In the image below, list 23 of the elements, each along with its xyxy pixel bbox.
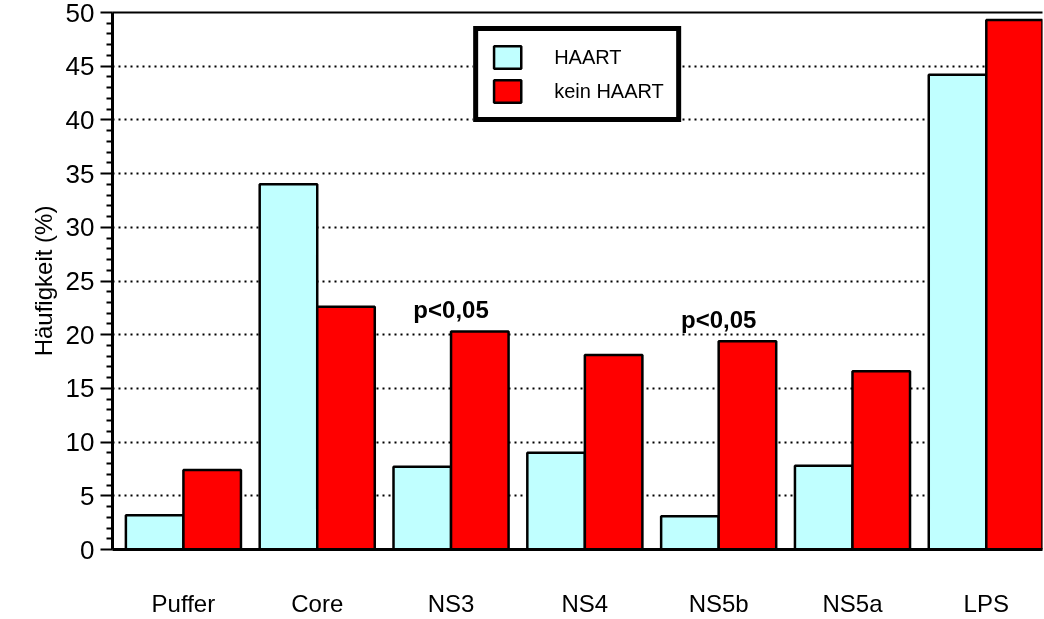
x-tick-label: LPS bbox=[963, 589, 1009, 617]
x-tick-label: Core bbox=[291, 589, 344, 617]
y-tick-label: 0 bbox=[80, 534, 95, 565]
x-tick-label: NS3 bbox=[427, 589, 475, 617]
y-tick-label: 45 bbox=[65, 51, 95, 82]
y-tick-label: 10 bbox=[65, 427, 95, 458]
y-tick-label: 35 bbox=[65, 158, 95, 189]
y-tick-label: 40 bbox=[65, 104, 95, 135]
y-tick-label: 20 bbox=[65, 319, 95, 350]
x-tick-label: Puffer bbox=[151, 589, 216, 617]
y-axis-title: Häufigkeit (%) bbox=[29, 205, 57, 357]
y-tick-label: 25 bbox=[65, 266, 95, 296]
y-tick-label: 50 bbox=[65, 0, 95, 28]
y-tick-label: 15 bbox=[65, 373, 95, 404]
x-tick-label: NS5b bbox=[688, 589, 749, 617]
legend-label: HAART bbox=[554, 45, 622, 69]
y-tick-label: 30 bbox=[65, 212, 95, 243]
legend-label: kein HAART bbox=[554, 79, 664, 103]
x-tick-label: NS5a bbox=[822, 589, 884, 617]
annotation: p<0,05 bbox=[680, 306, 757, 334]
annotation: p<0,05 bbox=[413, 296, 489, 324]
x-tick-label: NS4 bbox=[561, 589, 609, 617]
y-tick-label: 5 bbox=[80, 480, 95, 511]
